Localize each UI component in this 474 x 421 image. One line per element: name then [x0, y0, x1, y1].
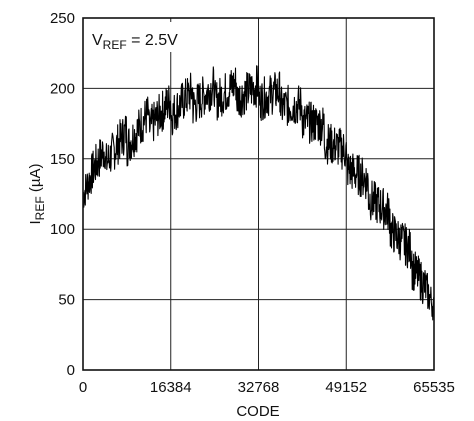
x-tick-labels: 0 16384 32768 49152 65535	[79, 379, 455, 396]
annotation-background	[87, 22, 199, 52]
annotation-sub: REF	[103, 38, 127, 52]
y-tick-label: 100	[50, 221, 75, 238]
x-tick-label: 49152	[325, 379, 367, 396]
y-axis-label: IREF (µA)	[27, 164, 47, 225]
y-tick-label: 50	[58, 292, 75, 309]
y-tick-label: 250	[50, 10, 75, 27]
y-axis-label-unit: (µA)	[27, 164, 44, 197]
y-tick-label: 200	[50, 80, 75, 97]
y-axis-label-sub: REF	[33, 196, 47, 220]
y-tick-label: 0	[67, 362, 75, 379]
plot-frame	[82, 17, 435, 371]
annotation-rest: = 2.5V	[127, 32, 178, 49]
y-tick-label: 150	[50, 151, 75, 168]
y-axis-label-main: I	[27, 220, 44, 224]
x-axis-label: CODE	[236, 403, 279, 420]
data-series	[82, 65, 435, 321]
x-tick-label: 16384	[150, 379, 192, 396]
annotation-main: V	[92, 32, 103, 49]
x-tick-label: 0	[79, 379, 87, 396]
x-tick-label: 32768	[238, 379, 280, 396]
x-tick-label: 65535	[413, 379, 455, 396]
iref-trace	[82, 65, 435, 321]
y-tick-labels: 0 50 100 150 200 250	[50, 10, 75, 379]
reference-voltage-annotation: VREF = 2.5V	[92, 32, 178, 52]
